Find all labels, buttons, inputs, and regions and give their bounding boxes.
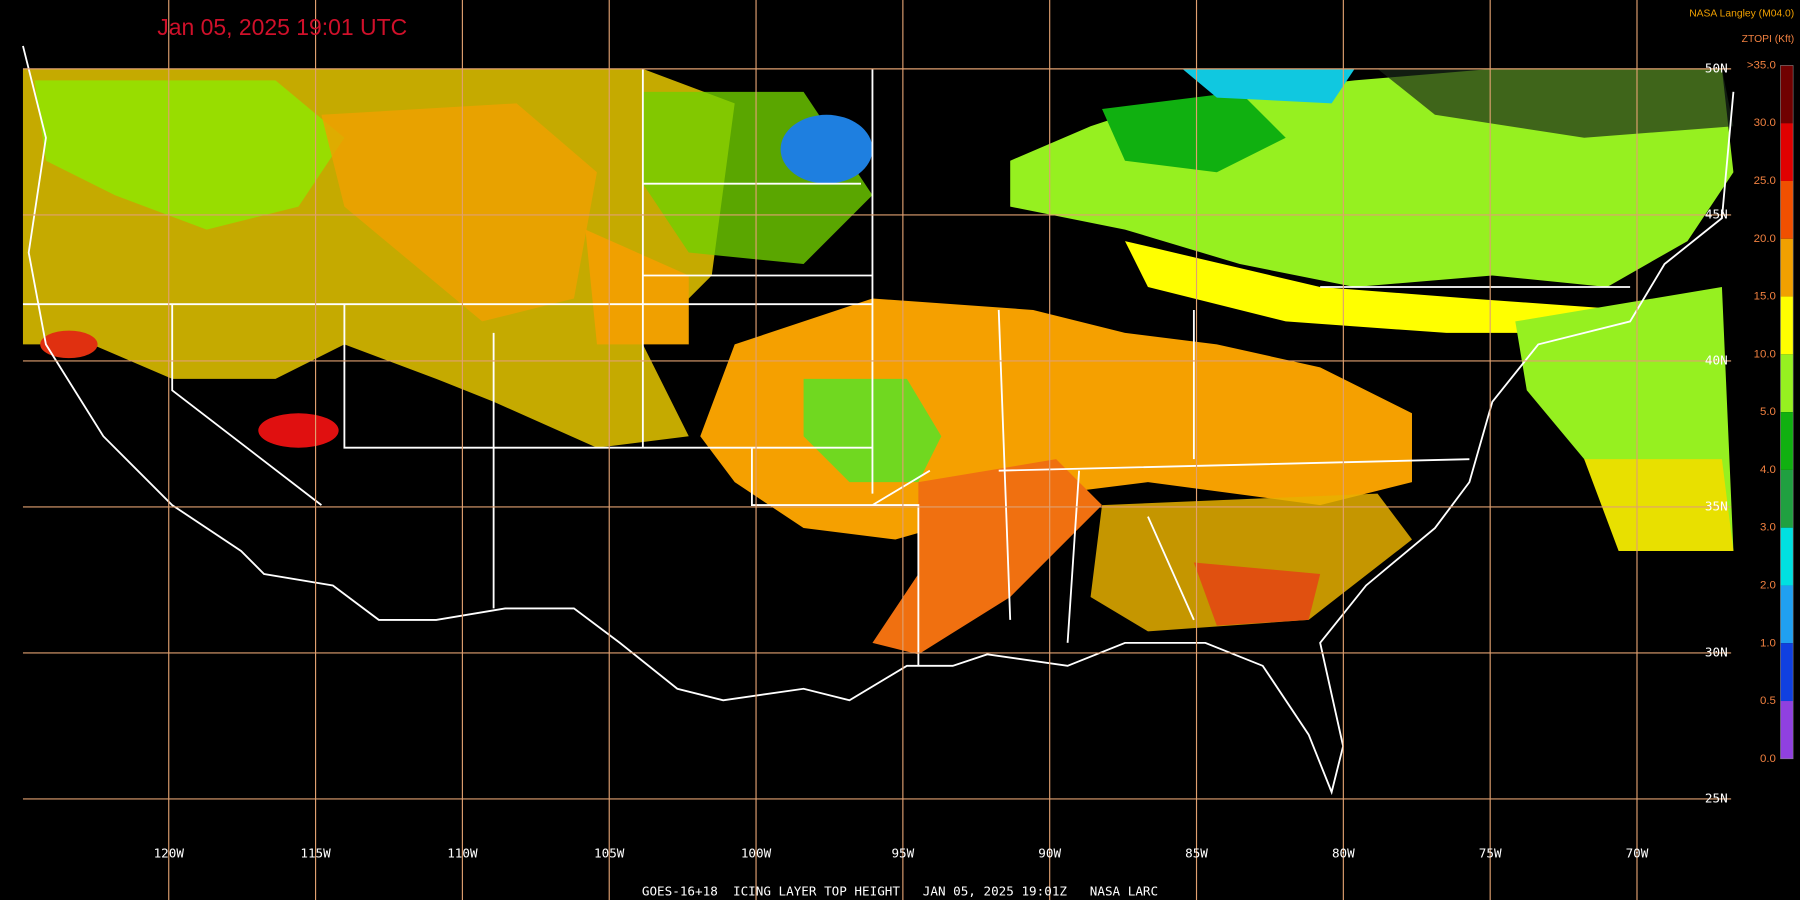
latitude-label: 35N	[1705, 498, 1728, 513]
timestamp: Jan 05, 2025 19:01 UTC	[157, 14, 407, 40]
legend-label: >35.0	[1747, 59, 1776, 71]
product-label: ZTOPI (Kft)	[1742, 34, 1795, 45]
longitude-label: 70W	[1626, 846, 1649, 861]
legend-swatch	[1780, 65, 1794, 124]
graticule: 120W 115W 110W 105W 100W 95W 90W 85W 80W 75W 70W 50…	[22, 0, 1732, 900]
legend-swatch	[1780, 585, 1794, 644]
longitude-label: 115W	[300, 846, 331, 861]
latitude-label: 45N	[1705, 206, 1728, 221]
latitude-label: 25N	[1705, 790, 1728, 805]
legend-label: 0.0	[1760, 753, 1776, 765]
legend-swatch	[1780, 123, 1794, 181]
legend-label: 4.0	[1760, 464, 1776, 476]
legend-swatch	[1780, 296, 1794, 355]
legend-swatch	[1780, 701, 1794, 759]
source-label: NASA Langley (M04.0)	[1689, 9, 1794, 20]
legend-label: 20.0	[1754, 233, 1776, 245]
longitude-label: 105W	[594, 846, 625, 861]
boundaries	[22, 45, 1735, 796]
legend-swatch	[1780, 469, 1794, 528]
legend-label: 1.0	[1760, 637, 1776, 649]
legend-swatch	[1780, 354, 1794, 413]
legend-swatch	[1780, 412, 1794, 470]
longitude-label: 95W	[891, 846, 914, 861]
longitude-label: 75W	[1479, 846, 1502, 861]
icing-field	[22, 68, 1734, 655]
longitude-label: 100W	[741, 846, 772, 861]
legend-swatch	[1780, 643, 1794, 702]
latitude-label: 30N	[1705, 644, 1728, 659]
legend-swatch	[1780, 527, 1794, 586]
legend-label: 25.0	[1754, 175, 1776, 187]
latitude-label: 40N	[1705, 352, 1728, 367]
legend-label: 10.0	[1754, 348, 1776, 360]
legend-swatch	[1780, 180, 1794, 239]
legend-label: 0.5	[1760, 695, 1776, 707]
legend-label: 30.0	[1754, 117, 1776, 129]
legend-swatch	[1780, 238, 1794, 297]
longitude-label: 85W	[1185, 846, 1208, 861]
longitude-label: 110W	[447, 846, 478, 861]
legend-label: 2.0	[1760, 579, 1776, 591]
longitude-label: 90W	[1038, 846, 1061, 861]
longitude-label: 80W	[1332, 846, 1355, 861]
longitude-label: 120W	[154, 846, 185, 861]
legend-frame	[1780, 65, 1794, 760]
latitude-label: 50N	[1705, 60, 1728, 75]
color-legend: >35.0 30.0 25.0 20.0 15.0 10.0 5.0 4.0 3.0 2.0 1.0…	[1747, 59, 1794, 765]
footer: GOES-16+18 ICING LAYER TOP HEIGHT JAN 05…	[642, 883, 1158, 898]
legend-label: 15.0	[1754, 291, 1776, 303]
legend-label: 3.0	[1760, 522, 1776, 534]
legend-label: 5.0	[1760, 406, 1776, 418]
